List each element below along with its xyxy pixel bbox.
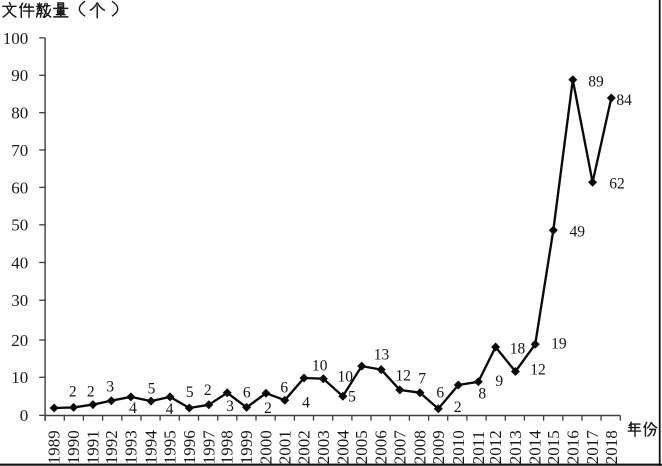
svg-text:1998: 1998	[218, 430, 237, 464]
svg-text:3: 3	[106, 379, 114, 396]
svg-text:2012: 2012	[486, 430, 505, 464]
svg-text:1994: 1994	[142, 430, 161, 465]
svg-text:10: 10	[337, 369, 353, 386]
svg-text:49: 49	[570, 223, 586, 240]
svg-text:2010: 2010	[449, 430, 468, 464]
svg-text:6: 6	[243, 385, 251, 402]
svg-text:2: 2	[264, 400, 272, 417]
svg-text:1992: 1992	[102, 430, 121, 464]
svg-text:9: 9	[495, 373, 503, 390]
svg-text:1997: 1997	[199, 430, 218, 465]
svg-text:1995: 1995	[161, 430, 180, 464]
svg-text:2007: 2007	[390, 430, 409, 465]
svg-text:100: 100	[3, 29, 29, 48]
svg-text:0: 0	[20, 406, 29, 425]
svg-text:13: 13	[374, 347, 390, 364]
svg-text:4: 4	[302, 395, 310, 412]
svg-text:30: 30	[11, 291, 28, 310]
svg-text:4: 4	[166, 401, 174, 418]
svg-text:2005: 2005	[352, 430, 371, 464]
svg-text:12: 12	[395, 368, 411, 385]
svg-text:20: 20	[11, 331, 28, 350]
svg-text:1993: 1993	[121, 430, 140, 464]
svg-text:1996: 1996	[180, 430, 199, 464]
svg-text:40: 40	[11, 253, 28, 272]
svg-text:2011: 2011	[469, 431, 488, 464]
svg-text:2000: 2000	[257, 430, 276, 464]
svg-text:6: 6	[280, 379, 288, 396]
svg-text:2: 2	[69, 384, 77, 401]
svg-text:2: 2	[87, 384, 95, 401]
svg-text:10: 10	[11, 368, 28, 387]
svg-text:4: 4	[129, 400, 137, 417]
svg-text:2008: 2008	[411, 430, 430, 464]
svg-text:2003: 2003	[314, 430, 333, 464]
svg-text:3: 3	[226, 398, 234, 415]
svg-text:80: 80	[11, 104, 28, 123]
svg-text:19: 19	[551, 336, 567, 353]
svg-text:50: 50	[11, 216, 28, 235]
svg-text:2014: 2014	[526, 430, 545, 465]
svg-text:2004: 2004	[333, 430, 352, 465]
svg-text:2006: 2006	[372, 430, 391, 464]
svg-text:2018: 2018	[602, 430, 621, 464]
svg-text:62: 62	[609, 175, 625, 192]
svg-text:10: 10	[312, 358, 328, 375]
svg-text:5: 5	[186, 384, 194, 401]
svg-text:6: 6	[436, 384, 444, 401]
svg-text:2009: 2009	[429, 430, 448, 464]
svg-text:2016: 2016	[563, 430, 582, 464]
svg-text:1991: 1991	[83, 430, 102, 464]
svg-text:60: 60	[11, 178, 28, 197]
svg-text:2: 2	[204, 382, 212, 399]
svg-text:2015: 2015	[544, 430, 563, 464]
svg-text:89: 89	[588, 73, 604, 90]
svg-text:2017: 2017	[583, 430, 602, 465]
svg-text:2002: 2002	[295, 430, 314, 464]
svg-text:7: 7	[418, 370, 426, 387]
svg-text:1999: 1999	[237, 430, 256, 464]
svg-text:8: 8	[478, 386, 486, 403]
svg-text:2001: 2001	[275, 430, 294, 464]
svg-text:18: 18	[510, 341, 526, 358]
svg-text:90: 90	[11, 66, 28, 85]
svg-text:5: 5	[348, 389, 356, 406]
svg-text:5: 5	[148, 380, 156, 397]
svg-text:1990: 1990	[64, 430, 83, 464]
svg-text:12: 12	[530, 361, 546, 378]
svg-text:1989: 1989	[45, 430, 64, 464]
svg-text:2013: 2013	[506, 430, 525, 464]
svg-text:84: 84	[616, 92, 632, 109]
svg-text:2: 2	[454, 399, 462, 416]
svg-text:70: 70	[11, 141, 28, 160]
